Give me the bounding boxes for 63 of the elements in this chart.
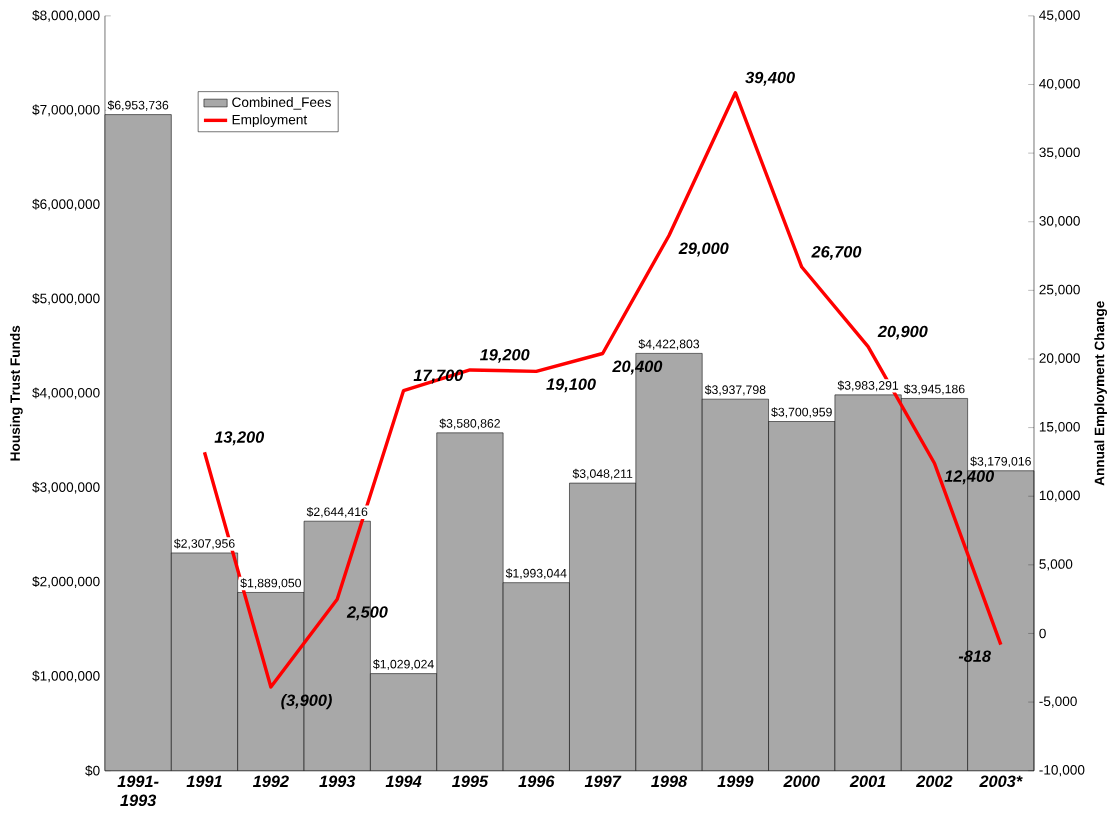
y2-tick-label: 25,000 <box>1039 284 1080 296</box>
data-label: $3,700,959 <box>771 407 832 418</box>
x-tick-label: 2001 <box>849 775 886 788</box>
x-tick-label: 1996 <box>518 775 555 788</box>
data-label: 20,400 <box>612 360 663 375</box>
data-label: $4,422,803 <box>638 339 700 350</box>
y2-tick-label: 35,000 <box>1039 147 1080 159</box>
y2-tick-label: 10,000 <box>1039 490 1080 502</box>
y2-tick-label: 20,000 <box>1039 353 1080 365</box>
data-label: $3,937,798 <box>704 384 766 396</box>
y2-tick-label: -5,000 <box>1039 696 1077 708</box>
x-tick-label: 1995 <box>452 775 489 788</box>
x-tick-label: 1999 <box>717 775 754 788</box>
y2-axis-title: Annual Employment Change <box>1094 301 1108 486</box>
data-label: $6,953,736 <box>107 100 169 111</box>
x-tick-label: 1994 <box>385 775 422 788</box>
x-tick-label: 1992 <box>252 775 289 788</box>
y-tick-label: $5,000,000 <box>32 292 100 305</box>
y-tick-label: $7,000,000 <box>32 104 100 117</box>
y2-tick-label: 0 <box>1039 628 1046 639</box>
y-tick-label: $2,000,000 <box>32 576 100 588</box>
y-axis-title: Housing Trust Funds <box>9 325 23 461</box>
x-tick-label: 2003* <box>979 775 1023 788</box>
x-tick-label: 1991 <box>186 775 222 788</box>
y2-tick-label: 30,000 <box>1039 216 1080 228</box>
x-tick-label: 2002 <box>916 775 953 788</box>
x-tick-label: 2000 <box>783 775 820 788</box>
data-label: 2,500 <box>346 606 388 621</box>
data-label: $1,029,024 <box>373 659 434 670</box>
data-label: $3,179,016 <box>970 456 1031 468</box>
data-label: $3,983,291 <box>837 380 899 392</box>
data-label: (3,900) <box>281 694 332 710</box>
y-tick-label: $0 <box>85 765 100 777</box>
y-tick-label: $8,000,000 <box>32 9 100 22</box>
y2-tick-label: 45,000 <box>1039 10 1080 22</box>
y-tick-label: $4,000,000 <box>32 387 100 400</box>
y2-tick-label: 5,000 <box>1039 559 1073 571</box>
x-tick-label: 1997 <box>584 775 622 788</box>
data-label: 39,400 <box>745 71 795 86</box>
y2-tick-label: 40,000 <box>1039 78 1080 91</box>
y2-tick-label: 15,000 <box>1039 421 1080 434</box>
data-label: 29,000 <box>678 242 729 257</box>
data-label: $3,048,211 <box>572 468 633 480</box>
data-label: 13,200 <box>214 431 265 446</box>
y-tick-label: $3,000,000 <box>32 481 100 494</box>
x-tick-label: 1991-1993 <box>117 775 159 807</box>
data-label: $2,307,956 <box>173 538 235 550</box>
legend-label: Employment <box>232 114 308 128</box>
y2-tick-label: -10,000 <box>1039 765 1085 777</box>
legend-label: Combined_Fees <box>232 97 331 110</box>
x-tick-label: 1998 <box>651 775 688 788</box>
data-label: $1,993,044 <box>505 568 567 579</box>
data-label: $2,644,416 <box>306 506 368 518</box>
data-label: $3,580,862 <box>439 418 500 430</box>
data-label: $1,889,050 <box>240 578 302 589</box>
data-label: 26,700 <box>811 245 862 260</box>
data-label: $3,945,186 <box>903 384 965 395</box>
x-tick-label: 1993 <box>319 775 356 788</box>
data-label: 19,200 <box>479 348 530 363</box>
data-label: 19,100 <box>546 378 596 393</box>
y-tick-label: $1,000,000 <box>32 670 100 683</box>
y-tick-label: $6,000,000 <box>32 198 100 211</box>
data-label: 20,900 <box>877 325 928 340</box>
